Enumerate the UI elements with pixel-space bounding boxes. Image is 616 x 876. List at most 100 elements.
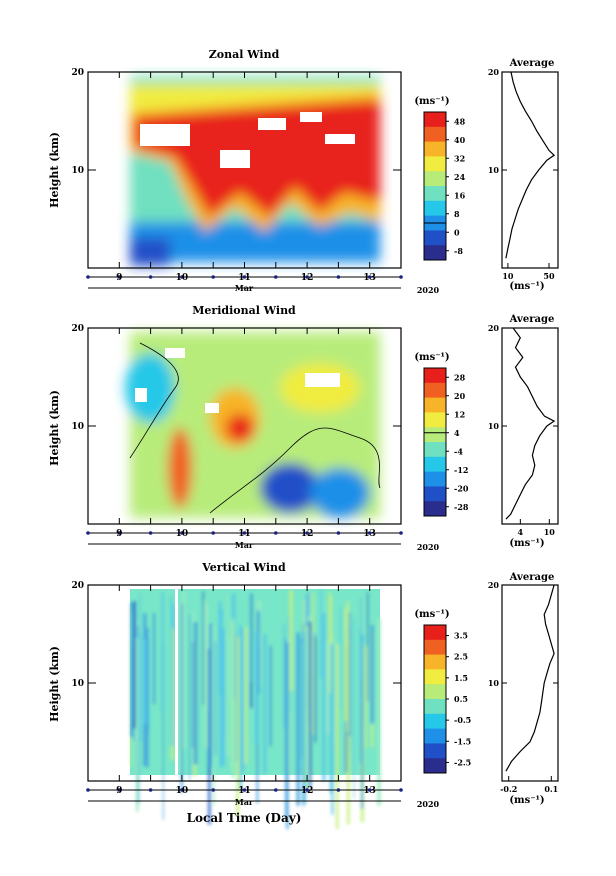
- time-marker: [305, 788, 309, 792]
- updraft-strip: [305, 625, 309, 791]
- colorbar-band: [424, 397, 446, 406]
- heatmap-area: [130, 589, 381, 830]
- colorbar-tick-label: 28: [454, 372, 466, 382]
- avg-y-tick-label: 20: [488, 580, 500, 590]
- updraft-strip: [250, 592, 252, 683]
- colorbar-band: [424, 486, 446, 495]
- updraft-strip: [226, 634, 230, 757]
- updraft-strip: [269, 645, 272, 747]
- time-marker: [211, 788, 215, 792]
- colorbar-band: [424, 208, 446, 217]
- updraft-strip: [204, 601, 208, 714]
- colorbar-band: [424, 464, 446, 473]
- colorbar-band: [424, 412, 446, 421]
- time-marker: [180, 788, 184, 792]
- updraft-strip: [202, 591, 204, 706]
- heatmap-fill: [125, 332, 380, 518]
- time-marker: [180, 275, 184, 279]
- x-tick-label: 11: [238, 273, 251, 283]
- time-marker: [86, 531, 90, 535]
- colorbar-band: [424, 625, 446, 633]
- colorbar: 28 20 12 4 -4 -12 -20 -28: [423, 367, 469, 517]
- colorbar-band: [424, 442, 446, 450]
- updraft-strip: [328, 591, 331, 694]
- avg-y-tick-label: 10: [488, 421, 500, 431]
- panel-title: Vertical Wind: [201, 561, 286, 574]
- colorbar-band: [424, 493, 446, 502]
- colorbar-band: [424, 508, 446, 517]
- colorbar-band: [424, 434, 446, 443]
- updraft-strip: [209, 623, 212, 767]
- updraft-strip: [218, 601, 222, 695]
- updraft-strip: [161, 592, 164, 714]
- field: [168, 428, 192, 508]
- updraft-strip: [152, 613, 156, 705]
- field: [260, 463, 320, 513]
- updraft-strip: [340, 607, 342, 710]
- colorbar-band: [424, 178, 446, 187]
- time-marker: [336, 275, 341, 279]
- updraft-strip: [283, 623, 286, 729]
- colorbar-band: [424, 501, 446, 510]
- updraft-strip: [296, 632, 300, 806]
- x-tick-label: 9: [116, 529, 122, 539]
- panel-zonal: Zonal Wind 10 20 Height (km) 9 10 11 12 13 Ma…: [48, 48, 559, 295]
- colorbar-tick-label: 2.5: [454, 652, 468, 662]
- colorbar: 48 40 32 24 16 8 0 -8: [423, 111, 466, 261]
- data-gap: [258, 118, 286, 130]
- colorbar-band: [424, 237, 446, 246]
- colorbar-band: [424, 134, 446, 143]
- updraft-strip: [214, 641, 216, 756]
- colorbar-band: [424, 245, 446, 254]
- year-label: 2020: [417, 799, 440, 809]
- time-marker: [336, 531, 341, 535]
- data-gap: [305, 373, 340, 387]
- x-tick-label: 10: [176, 786, 189, 796]
- updraft-strip: [359, 627, 361, 763]
- year-label: 2020: [417, 542, 440, 552]
- colorbar-band: [424, 252, 446, 261]
- x-tick-label: 10: [176, 529, 189, 539]
- x-tick-label: 9: [116, 273, 122, 283]
- data-gap: [165, 348, 185, 358]
- colorbar-band: [424, 765, 446, 774]
- time-marker: [336, 788, 341, 792]
- zero-contour: [129, 342, 179, 459]
- colorbar-band: [424, 382, 446, 391]
- x-tick-label: 13: [363, 529, 376, 539]
- colorbar-band: [424, 368, 446, 376]
- colorbar-band: [424, 750, 446, 759]
- avg-y-tick-label: 20: [488, 323, 500, 333]
- time-marker: [367, 788, 372, 792]
- data-gap: [205, 403, 219, 413]
- month-label: Mar: [235, 540, 254, 550]
- time-marker: [367, 275, 372, 279]
- time-marker: [117, 531, 122, 535]
- x-tick-label: 12: [301, 273, 314, 283]
- panel-title: Zonal Wind: [209, 48, 280, 61]
- colorbar-band: [424, 691, 446, 700]
- x-tick-label: 13: [363, 786, 376, 796]
- updraft-strip: [377, 618, 381, 806]
- colorbar-band: [424, 200, 446, 209]
- colorbar-tick-label: 0: [454, 227, 460, 237]
- time-marker: [86, 788, 90, 792]
- colorbar-tick-label: 48: [454, 116, 466, 126]
- avg-x-tick-label: 50: [543, 271, 555, 281]
- colorbar-tick-label: 8: [454, 209, 460, 219]
- average-xlabel: (ms⁻¹): [509, 795, 544, 806]
- colorbar-band: [424, 736, 446, 744]
- zero-contour: [209, 427, 381, 514]
- average-frame: [501, 584, 559, 782]
- colorbar-band: [424, 449, 446, 458]
- updraft-strip: [263, 634, 267, 774]
- avg-x-tick-label: 4: [518, 527, 524, 537]
- colorbar-band: [424, 375, 446, 384]
- colorbar-tick-label: 4: [454, 428, 460, 438]
- y-axis-label: Height (km): [48, 646, 61, 722]
- avg-x-tick-label: -0.2: [500, 784, 517, 794]
- updraft-strip: [188, 614, 191, 780]
- updraft-strip: [180, 603, 183, 793]
- average-line: [505, 327, 556, 520]
- figure-x-axis-title: Local Time (Day): [187, 811, 302, 825]
